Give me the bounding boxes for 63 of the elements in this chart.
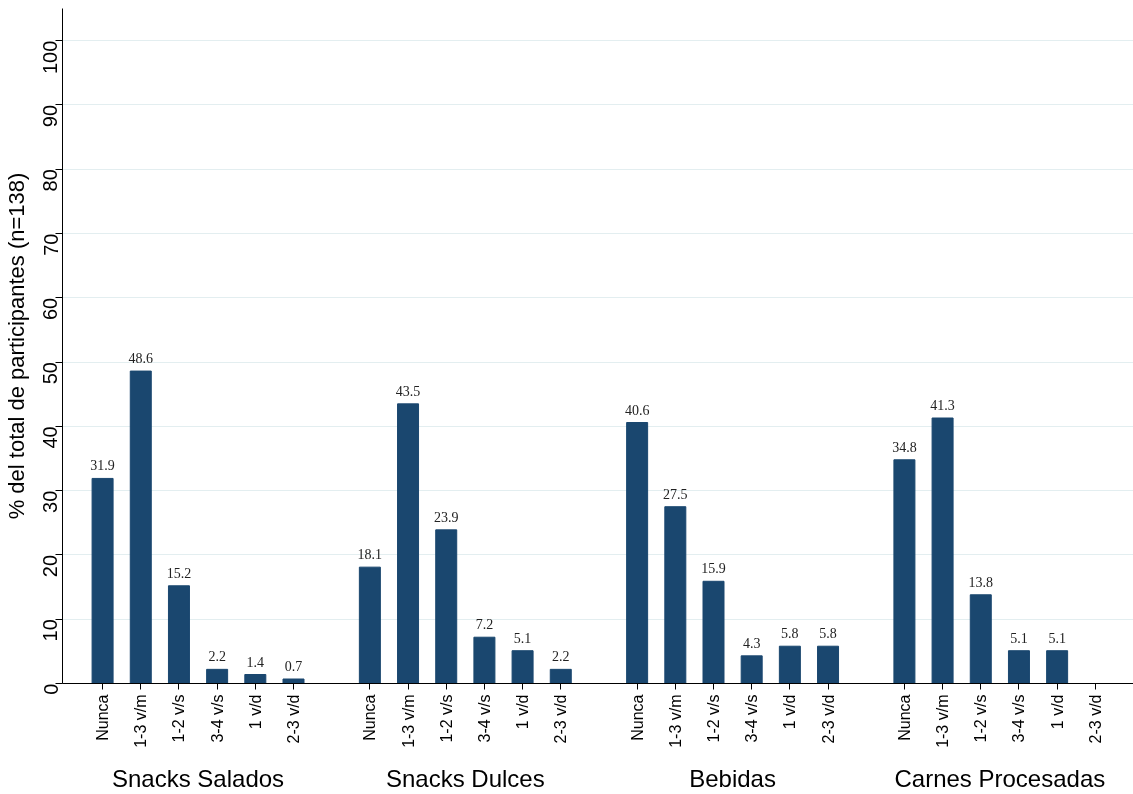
x-tick-label: 2-3 v/d <box>285 694 302 744</box>
x-tick-label: Nunca <box>94 694 112 741</box>
x-tick-label: 1-2 v/s <box>972 694 990 743</box>
x-tick-label: 2-3 v/d <box>552 694 570 744</box>
y-axis-title: % del total de participantes (n=138) <box>3 172 29 520</box>
x-tick-label: 2-3 v/d <box>819 694 837 744</box>
data-label: 15.2 <box>166 565 192 581</box>
x-tick-label: 3-4 v/s <box>208 694 226 743</box>
data-label: 15.9 <box>701 561 726 577</box>
data-label: 18.1 <box>357 547 383 563</box>
y-tick-label: 30 <box>39 490 62 513</box>
y-tick-label: 0 <box>39 683 62 695</box>
data-label: 40.6 <box>624 402 650 418</box>
data-label: 5.8 <box>781 626 799 642</box>
y-tick-label: 100 <box>39 40 62 75</box>
x-tick-label: 3-4 v/s <box>743 694 761 743</box>
y-tick-label: 70 <box>39 233 62 256</box>
y-tick-label: 20 <box>39 554 62 578</box>
y-tick-label: 50 <box>39 362 62 385</box>
data-label: 43.5 <box>395 383 421 399</box>
x-tick-label: 1-3 v/m <box>666 694 684 748</box>
text: Snacks Salados <box>111 764 285 792</box>
data-label: 5.8 <box>819 626 837 642</box>
data-label: 27.5 <box>663 486 688 502</box>
data-label: 0.7 <box>284 659 303 674</box>
x-tick-label: 1-2 v/s <box>170 694 188 743</box>
x-tick-label: 1 v/d <box>514 694 532 730</box>
y-tick-label: 90 <box>39 104 62 128</box>
data-label: 23.9 <box>433 509 459 525</box>
data-label: 34.8 <box>892 439 917 455</box>
text: Bebidas <box>689 764 776 792</box>
x-tick-label: Nunca <box>895 694 913 741</box>
x-tick-label: Nunca <box>628 694 646 741</box>
data-label: 41.3 <box>930 398 955 413</box>
x-tick-label: 1 v/d <box>246 694 264 730</box>
x-tick-label: 1-3 v/m <box>132 694 150 748</box>
y-tick-label: 10 <box>39 619 62 642</box>
y-tick-label: 40 <box>39 426 62 449</box>
data-label: 2.2 <box>552 649 570 665</box>
data-label: 13.8 <box>968 574 994 590</box>
x-tick-label: 1-2 v/s <box>705 694 722 743</box>
x-tick-label: 2-3 v/d <box>1086 694 1104 744</box>
x-tick-label: 1 v/d <box>781 694 799 730</box>
x-tick-label: 1-3 v/m <box>399 694 417 748</box>
data-label: 5.1 <box>1010 630 1028 646</box>
y-tick-label: 80 <box>39 169 62 192</box>
data-label: 1.4 <box>246 654 265 670</box>
y-tick-label: 60 <box>39 297 62 321</box>
x-tick-label: 3-4 v/s <box>1010 694 1028 743</box>
data-label: 4.3 <box>742 635 761 651</box>
x-tick-label: 1 v/d <box>1048 694 1066 730</box>
x-tick-label: 3-4 v/s <box>475 694 493 743</box>
text: Carnes Procesadas <box>894 764 1106 792</box>
data-label: 48.6 <box>128 351 154 367</box>
data-label: 31.9 <box>90 458 115 474</box>
x-tick-label: 1-3 v/m <box>934 694 952 748</box>
x-tick-label: 1-2 v/s <box>437 694 455 743</box>
data-label: 7.2 <box>475 617 494 633</box>
data-label: 5.1 <box>513 630 532 646</box>
data-label: 2.2 <box>208 649 226 665</box>
data-label: 5.1 <box>1048 630 1066 646</box>
x-tick-label: Nunca <box>361 694 379 741</box>
text: Snacks Dulces <box>385 764 545 792</box>
